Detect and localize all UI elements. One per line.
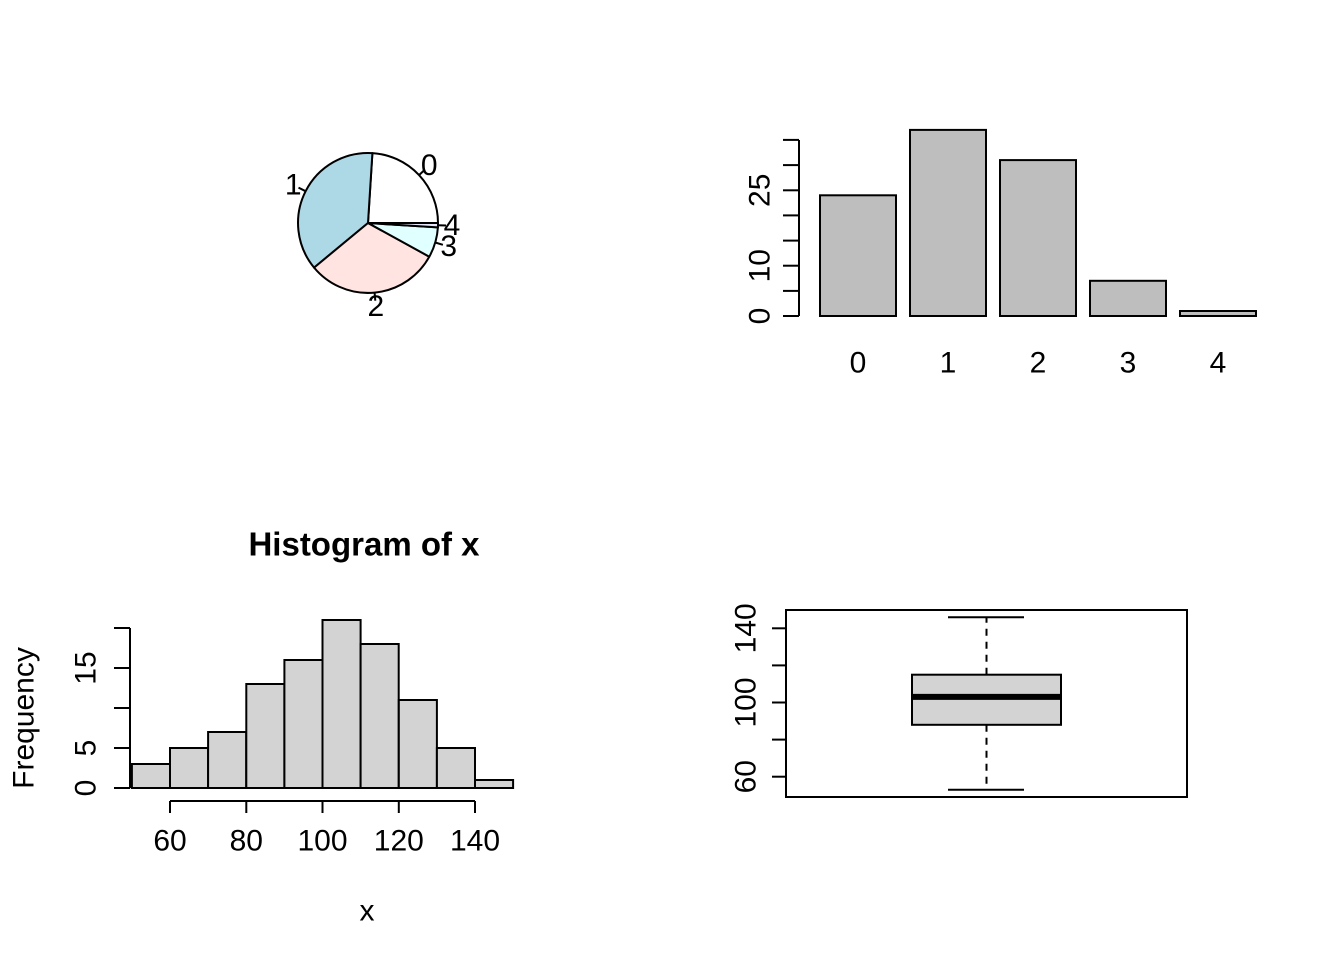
histogram-panel: Histogram of x x Frequency 0 5 15 60 80 100 12… <box>8 526 515 928</box>
pie-chart-panel: 0 1 2 34 <box>285 149 461 323</box>
histogram-bar <box>397 699 438 789</box>
pie-slice-label: 4 <box>444 209 461 242</box>
histogram-bar <box>474 779 515 789</box>
x-category-label: 1 <box>940 347 957 380</box>
x-tick-label: 120 <box>374 825 424 858</box>
x-category-label: 4 <box>1210 347 1227 380</box>
bar <box>1089 279 1167 317</box>
bar <box>819 194 897 317</box>
histogram-bar <box>359 643 400 789</box>
pie-label-leader <box>434 241 444 246</box>
y-tick-label: 15 <box>70 651 103 684</box>
histogram-bar <box>245 683 286 789</box>
histogram-bar <box>130 763 171 789</box>
pie-label-leader <box>418 168 426 176</box>
y-tick-label: 5 <box>70 740 103 757</box>
pie-slice-1 <box>297 152 374 269</box>
histogram-bar <box>207 731 248 789</box>
y-tick-label: 140 <box>730 603 763 653</box>
pie-slice-label: 0 <box>421 149 438 182</box>
x-tick-label: 140 <box>450 825 500 858</box>
histogram-bar <box>435 747 476 789</box>
x-tick-label: 80 <box>230 825 263 858</box>
bar <box>909 128 987 317</box>
histogram-ylabel: Frequency <box>8 647 41 789</box>
pie-slice-label: 3 <box>440 230 457 263</box>
histogram-xlabel: x <box>360 895 375 928</box>
x-tick-label: 100 <box>297 825 347 858</box>
histogram-bar <box>169 747 210 789</box>
boxplot-panel: 60 100 140 <box>730 603 1188 798</box>
bar-chart-panel: 0 10 25 0 1 2 3 4 <box>744 128 1257 380</box>
bar <box>1179 310 1257 317</box>
histogram-bar <box>283 659 324 789</box>
pie-slice-label: 2 <box>368 290 385 323</box>
pie-slice-label: 1 <box>285 168 302 201</box>
histogram-bar <box>321 619 362 789</box>
x-category-label: 3 <box>1120 347 1137 380</box>
y-tick-label: 0 <box>744 308 777 325</box>
histogram-title: Histogram of x <box>248 526 480 563</box>
pie-label-leader <box>298 186 307 193</box>
y-tick-label: 0 <box>70 780 103 797</box>
x-category-label: 0 <box>850 347 867 380</box>
x-tick-label: 60 <box>153 825 186 858</box>
y-tick-label: 25 <box>744 174 777 207</box>
y-tick-label: 100 <box>730 677 763 727</box>
y-tick-label: 60 <box>730 760 763 793</box>
pie-slice-2 <box>313 222 431 294</box>
x-category-label: 2 <box>1030 347 1047 380</box>
y-tick-label: 10 <box>744 249 777 282</box>
pie-label-leader <box>373 292 377 301</box>
bar <box>999 159 1077 317</box>
pie-slice-4 <box>367 222 440 229</box>
